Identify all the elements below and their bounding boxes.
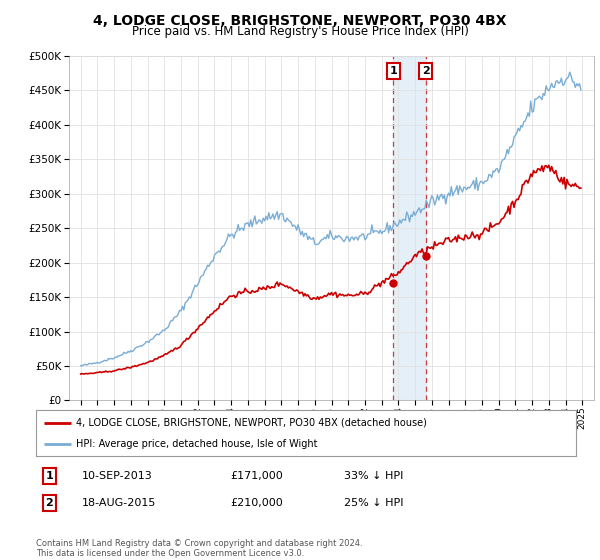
Text: 1: 1 <box>46 471 53 481</box>
Text: 25% ↓ HPI: 25% ↓ HPI <box>344 498 403 508</box>
Text: 1: 1 <box>389 66 397 76</box>
Text: 4, LODGE CLOSE, BRIGHSTONE, NEWPORT, PO30 4BX: 4, LODGE CLOSE, BRIGHSTONE, NEWPORT, PO3… <box>93 14 507 28</box>
Text: HPI: Average price, detached house, Isle of Wight: HPI: Average price, detached house, Isle… <box>77 439 318 449</box>
Text: £171,000: £171,000 <box>230 471 283 481</box>
Text: 4, LODGE CLOSE, BRIGHSTONE, NEWPORT, PO30 4BX (detached house): 4, LODGE CLOSE, BRIGHSTONE, NEWPORT, PO3… <box>77 418 427 428</box>
Text: 18-AUG-2015: 18-AUG-2015 <box>82 498 156 508</box>
Text: 33% ↓ HPI: 33% ↓ HPI <box>344 471 403 481</box>
Text: £210,000: £210,000 <box>230 498 283 508</box>
Text: 2: 2 <box>46 498 53 508</box>
Text: Price paid vs. HM Land Registry's House Price Index (HPI): Price paid vs. HM Land Registry's House … <box>131 25 469 38</box>
Text: 2: 2 <box>422 66 430 76</box>
Text: Contains HM Land Registry data © Crown copyright and database right 2024.
This d: Contains HM Land Registry data © Crown c… <box>36 539 362 558</box>
Text: 10-SEP-2013: 10-SEP-2013 <box>82 471 152 481</box>
Bar <box>393 56 425 400</box>
